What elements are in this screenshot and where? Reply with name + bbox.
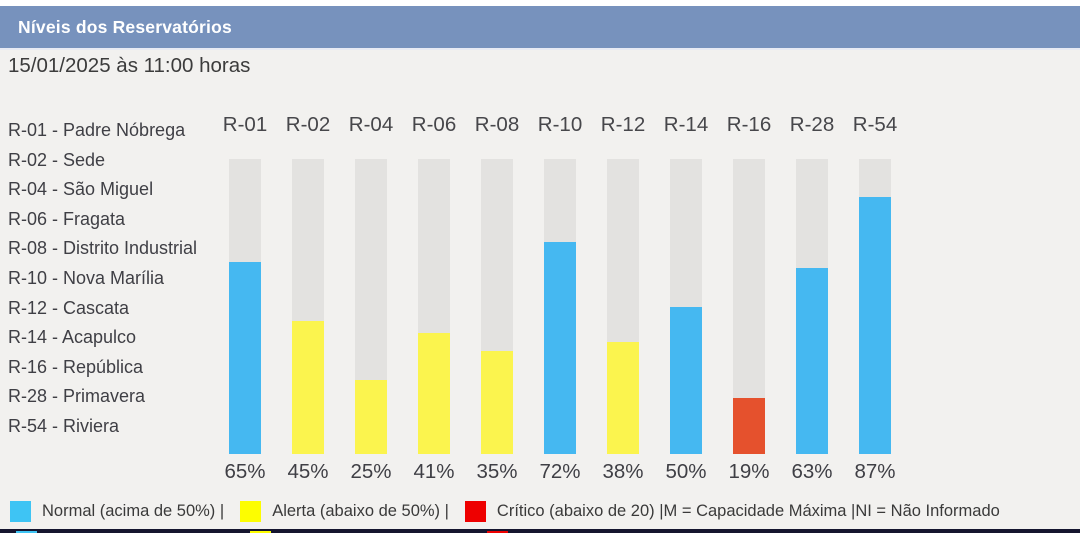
footer-legend-sliver — [250, 531, 271, 533]
bar-category-label: R-06 — [411, 113, 457, 136]
bar-level-fill — [859, 197, 891, 454]
footer-divider-bar — [0, 529, 1080, 533]
bar-level-fill — [796, 268, 828, 454]
bar-percentage-label: 35% — [476, 460, 518, 483]
bar-percentage-label: 45% — [287, 460, 329, 483]
page-title: Níveis dos Reservatórios — [18, 16, 232, 37]
reservoir-list-item: R-06 - Fragata — [8, 208, 126, 229]
bar-level-fill — [607, 341, 639, 454]
bar-percentage-label: 38% — [602, 460, 644, 483]
panel-header: Níveis dos Reservatórios — [0, 6, 1080, 50]
legend-item-label: Normal (acima de 50%) | — [42, 501, 225, 520]
bar-capacity-track — [733, 159, 765, 454]
reservoir-list-item: R-28 - Primavera — [8, 386, 146, 407]
bar-column: R-04 25% — [348, 112, 394, 487]
reservoir-bar-chart: R-01 65% R-02 45% R-04 25% R-06 — [222, 112, 898, 487]
reservoir-list-item: R-14 - Acapulco — [8, 327, 137, 348]
report-datetime: 15/01/2025 às 11:00 horas — [8, 54, 251, 77]
bar-capacity-track — [544, 159, 576, 454]
legend-item: Normal (acima de 50%) | — [10, 500, 225, 522]
bar-category-label: R-12 — [600, 113, 646, 136]
bar-level-fill — [292, 321, 324, 454]
bar-capacity-track — [607, 159, 639, 454]
bar-level-fill — [418, 333, 450, 454]
legend-item-label: Crítico (abaixo de 20) |M = Capacidade M… — [496, 501, 1000, 520]
bar-level-fill — [670, 306, 702, 454]
bar-column: R-02 45% — [285, 112, 331, 487]
bar-category-label: R-01 — [222, 113, 268, 136]
content-background — [0, 50, 1080, 533]
bar-level-fill — [733, 397, 765, 454]
bar-capacity-track — [292, 159, 324, 454]
bar-capacity-track — [418, 159, 450, 454]
bar-percentage-label: 25% — [350, 460, 392, 483]
bar-capacity-track — [859, 159, 891, 454]
bar-percentage-label: 72% — [539, 460, 581, 483]
bar-category-label: R-04 — [348, 113, 394, 136]
bar-percentage-label: 41% — [413, 460, 455, 483]
reservoir-list-item: R-12 - Cascata — [8, 297, 130, 318]
legend-color-swatch-icon — [10, 500, 31, 522]
reservoir-list-item: R-04 - São Miguel — [8, 179, 154, 200]
reservoir-name-list: R-01 - Padre Nóbrega R-02 - Sede R-04 - … — [8, 116, 223, 442]
bar-category-label: R-08 — [474, 113, 520, 136]
bar-level-fill — [355, 380, 387, 454]
reservoir-list-item: R-16 - República — [8, 356, 144, 377]
legend-color-swatch-icon — [464, 500, 486, 522]
bar-capacity-track — [229, 159, 261, 454]
bar-column: R-16 19% — [726, 112, 772, 487]
bar-category-label: R-54 — [852, 113, 898, 136]
bar-percentage-label: 65% — [224, 460, 266, 483]
bar-category-label: R-14 — [663, 113, 709, 136]
reservoir-list-item: R-01 - Padre Nóbrega — [8, 120, 186, 140]
bar-level-fill — [481, 350, 513, 454]
bar-category-label: R-16 — [726, 113, 772, 136]
bar-level-fill — [544, 241, 576, 454]
bar-level-fill — [229, 262, 261, 454]
bar-capacity-track — [796, 159, 828, 454]
reservoir-list-item: R-08 - Distrito Industrial — [8, 238, 198, 259]
legend-color-swatch-icon — [240, 500, 262, 522]
reservoir-list-item: R-54 - Riviera — [8, 415, 120, 436]
bar-category-label: R-02 — [285, 113, 331, 136]
bar-column: R-12 38% — [600, 112, 646, 487]
bar-column: R-10 72% — [537, 112, 583, 487]
bar-column: R-14 50% — [663, 112, 709, 487]
bar-percentage-label: 19% — [728, 460, 770, 483]
legend-item: Alerta (abaixo de 50%) | — [240, 500, 449, 522]
bar-capacity-track — [670, 159, 702, 454]
bar-capacity-track — [481, 159, 513, 454]
footer-legend-sliver — [16, 531, 37, 533]
bar-percentage-label: 50% — [665, 460, 707, 483]
bar-column: R-06 41% — [411, 112, 457, 487]
reservoir-list-item: R-10 - Nova Marília — [8, 267, 165, 288]
bar-column: R-28 63% — [789, 112, 835, 487]
bar-percentage-label: 63% — [791, 460, 833, 483]
chart-legend: Normal (acima de 50%) | Alerta (abaixo d… — [10, 495, 1074, 527]
reservoir-list-item: R-02 - Sede — [8, 149, 106, 170]
bar-category-label: R-28 — [789, 113, 835, 136]
legend-item-label: Alerta (abaixo de 50%) | — [272, 501, 449, 520]
legend-item: Crítico (abaixo de 20) |M = Capacidade M… — [464, 500, 1000, 522]
bar-category-label: R-10 — [537, 113, 583, 136]
bar-column: R-54 87% — [852, 112, 898, 487]
bar-percentage-label: 87% — [854, 460, 896, 483]
footer-legend-sliver — [487, 531, 508, 533]
bar-column: R-08 35% — [474, 112, 520, 487]
bar-capacity-track — [355, 159, 387, 454]
bar-column: R-01 65% — [222, 112, 268, 487]
